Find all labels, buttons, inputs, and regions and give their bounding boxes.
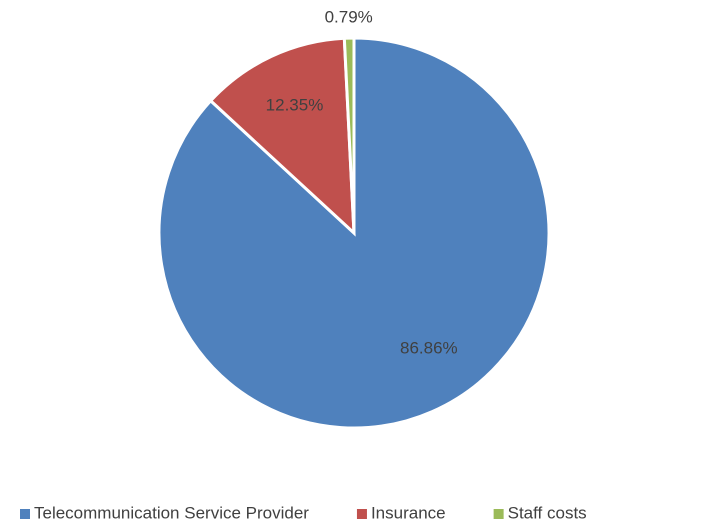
data-label: 86.86% [400, 339, 458, 358]
legend-swatch [20, 509, 30, 519]
data-label: 12.35% [266, 95, 324, 114]
legend-label: Staff costs [508, 503, 587, 522]
legend-label: Telecommunication Service Provider [34, 503, 309, 522]
pie-slice [342, 36, 356, 234]
legend-label: Insurance [371, 503, 446, 522]
legend-swatch [356, 509, 367, 519]
pie-slice [208, 36, 356, 237]
legend-swatch [493, 509, 504, 519]
data-label: 0.79% [325, 8, 373, 27]
